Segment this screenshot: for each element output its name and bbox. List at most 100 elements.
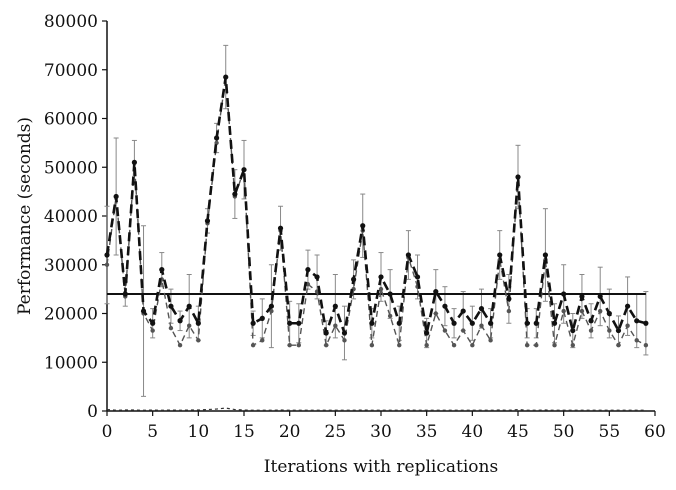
y-tick-label: 20000: [44, 305, 98, 325]
data-point: [570, 342, 575, 348]
data-point: [634, 318, 640, 324]
data-point: [250, 342, 256, 348]
data-point: [369, 342, 375, 348]
series-line: [106, 407, 646, 411]
data-point: [250, 320, 256, 326]
data-point: [269, 308, 274, 314]
data-point: [223, 74, 229, 80]
data-point: [488, 320, 494, 326]
data-point: [497, 252, 503, 258]
data-point: [488, 338, 493, 343]
data-point: [396, 320, 402, 326]
data-point: [634, 338, 639, 343]
data-point: [195, 320, 201, 326]
x-tick-label: 40: [462, 422, 484, 442]
data-point: [104, 252, 110, 258]
x-axis: 0 5 10 15 20 25 30 35 40 45 50 55 60: [102, 411, 666, 442]
data-point: [150, 328, 155, 333]
data-point: [150, 320, 156, 326]
data-point: [287, 320, 293, 326]
data-point: [260, 338, 265, 343]
data-point: [296, 320, 302, 326]
y-tick-label: 0: [87, 402, 98, 422]
data-point: [442, 303, 448, 309]
y-tick-label: 70000: [44, 61, 98, 81]
data-point: [469, 320, 475, 326]
data-point: [360, 223, 366, 229]
series-layer: [104, 74, 649, 411]
data-point: [424, 342, 429, 348]
data-point: [204, 218, 211, 224]
data-point: [506, 296, 512, 302]
data-point: [387, 313, 393, 319]
data-point: [461, 328, 466, 333]
data-point: [214, 140, 219, 146]
data-point: [606, 310, 612, 317]
data-point: [579, 293, 585, 300]
data-point: [378, 274, 384, 280]
data-point: [259, 315, 265, 321]
data-point: [478, 306, 485, 312]
data-point: [351, 276, 357, 282]
x-tick-label: 0: [102, 422, 113, 442]
x-tick-label: 15: [233, 422, 255, 442]
data-point: [168, 303, 174, 309]
x-tick-label: 45: [507, 422, 529, 442]
data-point: [579, 308, 585, 314]
data-point: [643, 320, 649, 326]
data-point: [625, 303, 631, 309]
data-point: [241, 167, 247, 173]
data-point: [597, 293, 603, 300]
data-point: [515, 174, 521, 180]
data-point: [232, 191, 238, 197]
x-tick-label: 60: [644, 422, 666, 442]
data-point: [314, 274, 320, 280]
data-point: [333, 323, 338, 328]
data-point: [551, 320, 558, 326]
series-line: [105, 75, 647, 335]
y-tick-label: 80000: [44, 12, 98, 32]
data-point: [104, 262, 110, 267]
data-point: [570, 327, 576, 334]
data-point: [598, 308, 603, 314]
x-tick-label: 55: [599, 422, 621, 442]
data-point: [542, 252, 549, 258]
data-point: [470, 342, 475, 348]
plot-frame: [106, 21, 655, 412]
data-point: [332, 303, 338, 309]
data-point: [405, 252, 411, 258]
data-point: [268, 303, 274, 309]
data-point: [341, 330, 348, 336]
data-point: [214, 135, 220, 141]
data-point: [168, 325, 174, 331]
data-point: [277, 225, 284, 231]
y-tick-label: 30000: [44, 256, 98, 276]
x-tick-label: 30: [370, 422, 392, 442]
data-point: [643, 342, 649, 348]
data-point: [342, 338, 347, 343]
data-point: [287, 342, 292, 348]
data-point: [625, 323, 630, 328]
data-point: [324, 342, 329, 348]
data-point: [615, 327, 622, 334]
data-point: [524, 342, 530, 348]
data-point: [534, 342, 539, 348]
data-point: [451, 320, 457, 326]
x-tick-label: 20: [279, 422, 301, 442]
data-point: [387, 291, 393, 297]
y-tick-label: 50000: [44, 158, 98, 178]
data-point: [177, 342, 183, 348]
data-point: [460, 308, 466, 314]
y-tick-label: 40000: [44, 207, 98, 227]
x-tick-label: 25: [325, 422, 347, 442]
series-line: [106, 76, 647, 346]
data-point: [479, 323, 484, 328]
y-tick-label: 60000: [44, 110, 98, 130]
data-point: [561, 291, 567, 297]
data-point: [187, 323, 192, 328]
data-point: [588, 318, 594, 324]
data-point: [442, 328, 448, 333]
data-point: [140, 308, 147, 314]
data-point: [131, 159, 137, 165]
